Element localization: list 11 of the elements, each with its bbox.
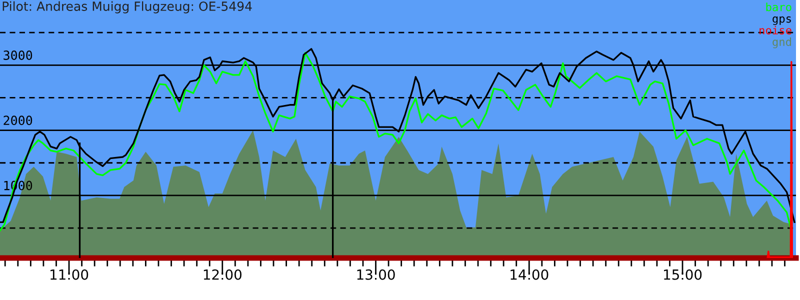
- text: gnd: [772, 37, 791, 48]
- x-tick-label: 11:00: [50, 269, 88, 280]
- x-tick-label: 14:00: [510, 269, 548, 280]
- chart-title: Pilot: Andreas Muigg Flugzeug: OE-5494: [2, 1, 252, 14]
- y-tick-label: 2000: [4, 116, 32, 126]
- x-tick-label: 13:00: [357, 269, 395, 280]
- y-tick-label: 3000: [4, 50, 32, 60]
- x-tick-label: 12:00: [204, 269, 242, 280]
- text: gps: [772, 16, 791, 26]
- x-tick-label: 15:00: [664, 269, 702, 280]
- text: baro: [766, 2, 792, 12]
